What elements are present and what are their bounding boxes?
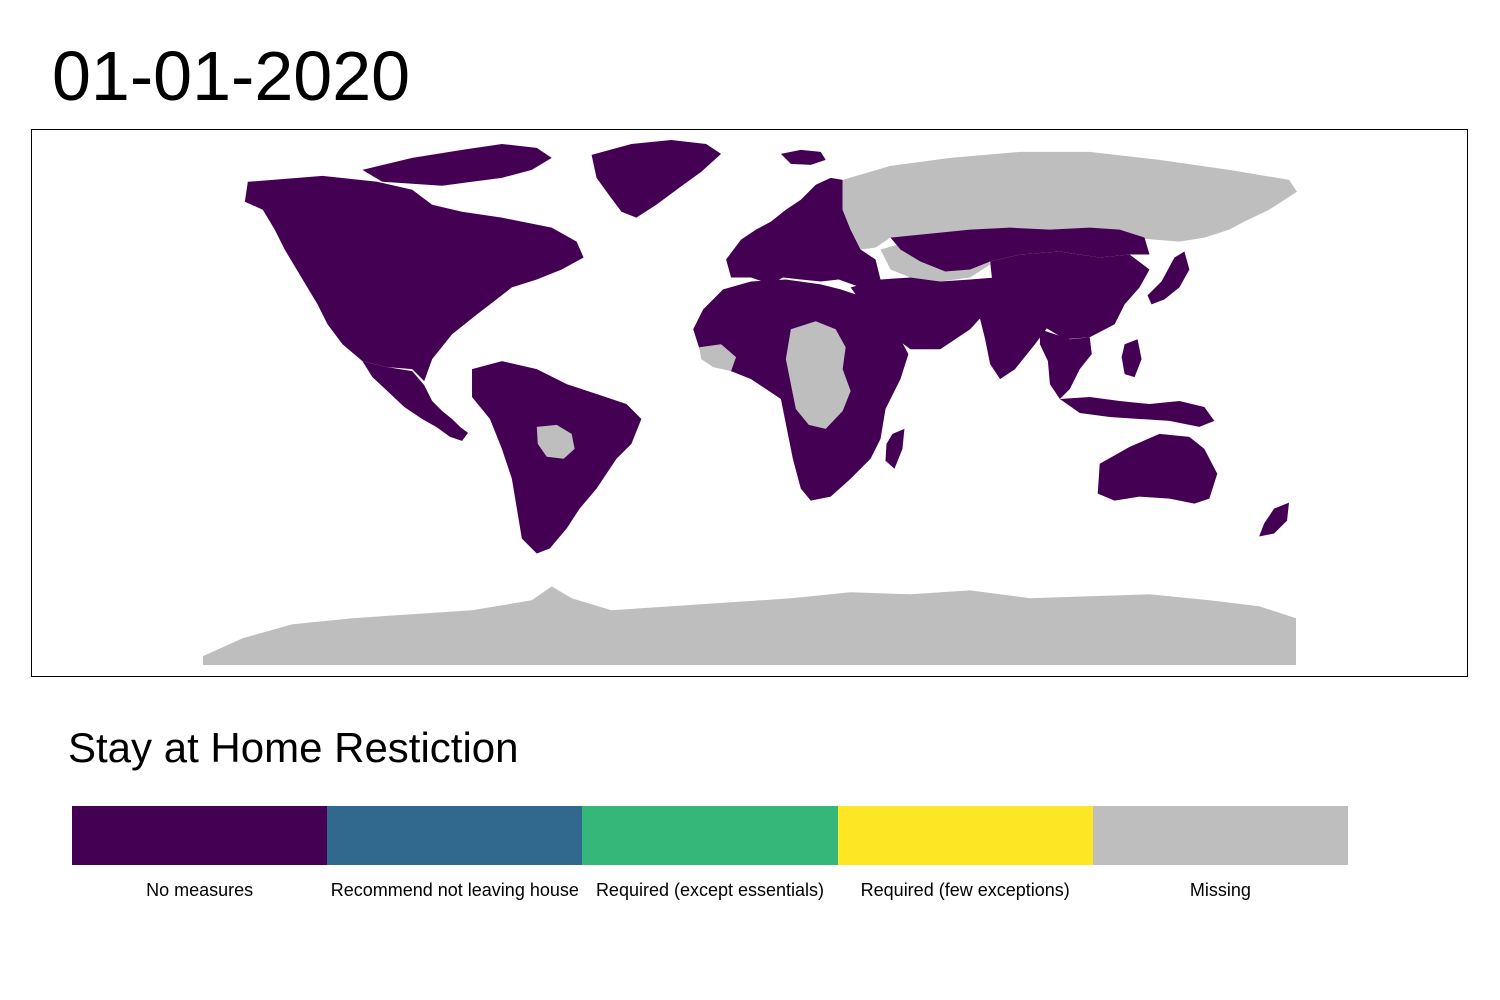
- legend-color-bar: [72, 806, 1349, 865]
- legend-label-recommend: Recommend not leaving house: [330, 880, 579, 900]
- region-australia: [1097, 433, 1218, 504]
- map-date-title: 01-01-2020: [52, 37, 411, 115]
- legend-swatch-recommend: [327, 806, 583, 865]
- legend-label-missing: Missing: [1189, 880, 1251, 900]
- legend-labels: No measures Recommend not leaving house …: [72, 879, 1348, 901]
- region-antarctica: [203, 586, 1296, 666]
- region-russia: [842, 151, 1297, 250]
- region-new-zealand: [1259, 502, 1290, 537]
- legend-swatch-missing: [1092, 806, 1349, 865]
- region-madagascar: [885, 428, 905, 469]
- legend-label-no-measures: No measures: [146, 880, 254, 900]
- region-bolivia: [536, 424, 575, 459]
- region-greenland: [591, 139, 722, 218]
- legend-label-required-few-exceptions: Required (few exceptions): [860, 880, 1070, 900]
- region-philippines: [1121, 339, 1142, 378]
- world-map-panel: [31, 129, 1468, 677]
- legend-swatch-required-except-essentials: [582, 806, 838, 865]
- region-iceland: [780, 149, 826, 165]
- region-china: [990, 251, 1150, 340]
- region-japan: [1147, 251, 1190, 305]
- region-arctic-islands: [362, 143, 552, 186]
- region-southeast-asia: [1039, 329, 1092, 400]
- legend-label-required-except-essentials: Required (except essentials): [595, 880, 825, 900]
- region-central-america: [362, 361, 469, 441]
- region-europe: [726, 177, 881, 288]
- legend-swatch-required-few-exceptions: [837, 806, 1093, 865]
- region-central-africa: [785, 321, 851, 429]
- region-middle-east: [850, 277, 991, 350]
- region-west-africa-coast: [699, 344, 737, 372]
- region-mongolia: [890, 227, 1150, 272]
- legend-swatch-no-measures: [72, 806, 328, 865]
- world-map: [203, 139, 1297, 666]
- region-indonesia: [1059, 397, 1215, 427]
- legend-title: Stay at Home Restiction: [68, 724, 519, 771]
- region-north-america: [244, 175, 584, 382]
